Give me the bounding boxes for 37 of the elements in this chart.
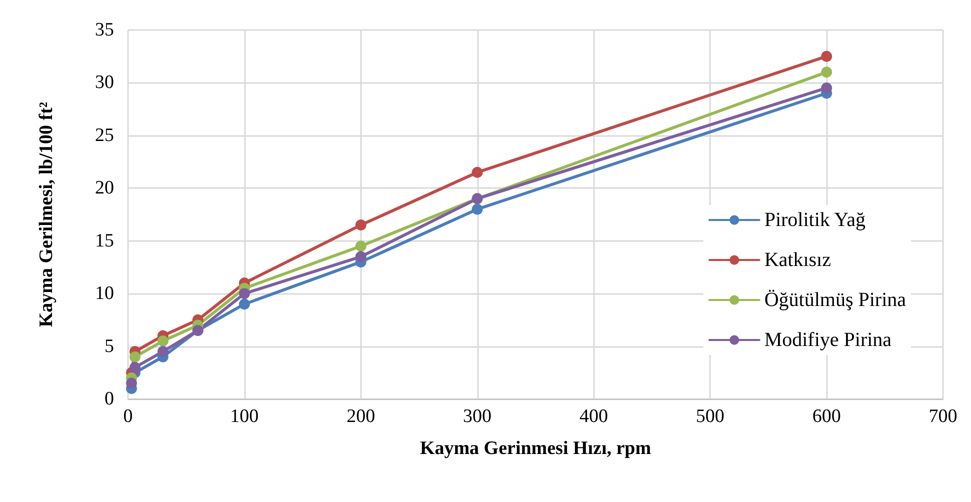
point (238, 288, 250, 300)
x-tick-label: 600 (812, 406, 841, 427)
y-tick-label: 25 (95, 124, 114, 146)
x-tick-label: 400 (579, 406, 608, 427)
point (472, 204, 483, 215)
point (472, 166, 483, 178)
y-tick-label: 0 (104, 388, 114, 410)
x-tick-label: 500 (696, 406, 724, 427)
point (157, 346, 168, 358)
point (238, 298, 250, 310)
legend-label: Pirolitik Yağ (764, 209, 866, 231)
y-tick-label: 35 (95, 20, 114, 40)
point (129, 362, 140, 373)
y-tick-label: 10 (95, 283, 114, 304)
point (821, 50, 832, 62)
point (821, 66, 832, 78)
legend-label: Öğütülmüş Pirina (764, 289, 906, 311)
x-tick-label: 300 (463, 406, 492, 427)
point (157, 336, 168, 347)
legend-label: Katkısız (764, 249, 832, 271)
x-tick-label: 200 (346, 406, 376, 427)
y-tick-label: 30 (95, 72, 114, 94)
point (126, 378, 137, 389)
y-tick-label: 20 (95, 178, 114, 199)
x-axis-title: Kayma Gerinmesi Hızı, rpm (420, 438, 652, 459)
y-tick-label: 5 (104, 336, 114, 357)
legend-label: Modifiye Pirina (764, 329, 892, 351)
point (355, 220, 366, 231)
point (355, 240, 366, 252)
point (821, 82, 832, 94)
x-tick-label: 100 (230, 406, 259, 427)
y-tick-label: 15 (95, 230, 114, 252)
x-tick-label: 700 (928, 406, 958, 427)
y-axis-title: Kayma Gerilmesi, lb/100 ft² (36, 102, 57, 328)
x-tick-label: 0 (123, 406, 133, 427)
point (129, 351, 140, 362)
point (355, 251, 366, 262)
